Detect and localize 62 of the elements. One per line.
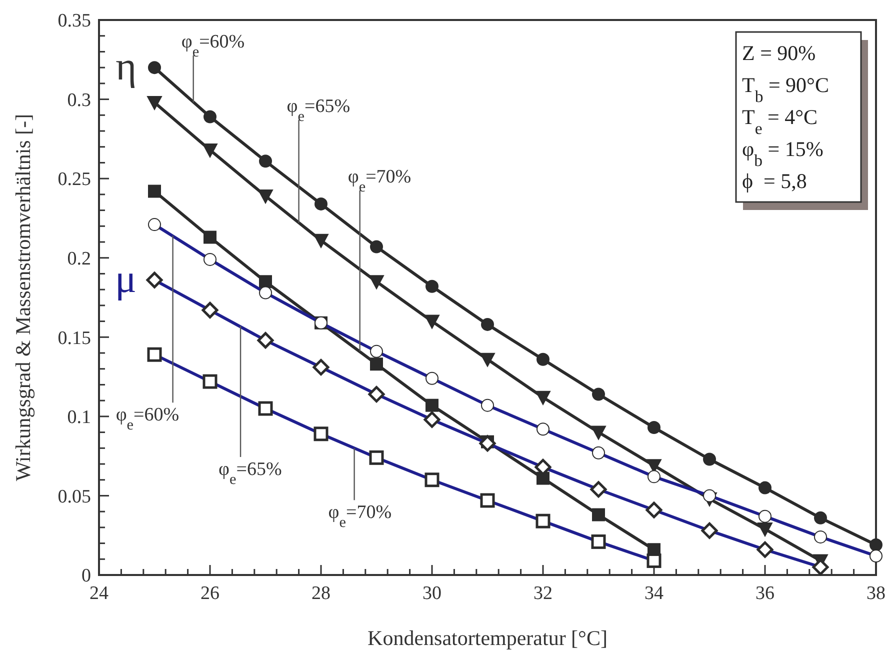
y-tick-label: 0.3 (67, 90, 91, 111)
annotation: T$_{b}$ = 90°C (742, 73, 829, 106)
point (148, 61, 161, 74)
x-tick-label: 36 (756, 583, 774, 604)
point (758, 522, 772, 537)
point (814, 511, 827, 524)
annotation: Z = 90% (742, 41, 816, 65)
point (591, 426, 606, 440)
point (870, 538, 882, 552)
point (148, 184, 161, 198)
x-tick-label: 28 (312, 583, 330, 604)
point (369, 275, 384, 290)
point (204, 230, 216, 244)
annotation: η (116, 44, 136, 89)
point (259, 275, 272, 288)
point (592, 388, 605, 401)
point (592, 508, 605, 522)
x-tick-label: 38 (866, 583, 886, 604)
point (258, 190, 273, 204)
y-tick-label: 0.15 (58, 328, 91, 349)
point (147, 96, 162, 110)
x-tick-label: 30 (422, 583, 442, 604)
y-tick-label: 0.25 (58, 169, 91, 190)
point (703, 452, 716, 466)
point (314, 234, 328, 248)
annotation: φ$_{e}$=70% (328, 502, 392, 531)
point (481, 318, 494, 331)
y-tick-label: 0.35 (58, 10, 91, 32)
point (259, 154, 272, 168)
point (202, 144, 218, 158)
x-tick-label: 26 (200, 583, 220, 604)
x-tick-label: 34 (644, 583, 664, 604)
x-tick-label: 32 (534, 583, 552, 604)
x-tick-label: 24 (90, 583, 109, 604)
annotation: φ$_{e}$=65% (286, 96, 350, 124)
y-tick-label: 0 (82, 566, 91, 587)
point (758, 481, 772, 494)
point (536, 472, 550, 485)
point (480, 352, 495, 367)
point (426, 398, 438, 412)
annotation: φ$_{e}$=70% (348, 166, 412, 195)
annotation: T$_{e}$ = 4°C (742, 105, 818, 138)
point (426, 280, 438, 293)
point (314, 197, 328, 210)
annotation: φ$_{e}$=60% (116, 404, 180, 434)
annotation: φ$_{e}$=65% (218, 459, 282, 488)
annotation: μ (115, 256, 136, 302)
point (204, 110, 216, 124)
point (648, 421, 660, 434)
annotation: φ$_{e}$=60% (181, 31, 245, 60)
x-axis-title: Kondensatortemperatur [°C] (368, 626, 608, 650)
annotation: ϕ = 5,8 (742, 169, 807, 193)
annotation: φ$_{b}$ = 15% (742, 137, 824, 170)
point (370, 358, 383, 371)
point (536, 390, 550, 405)
point (536, 352, 550, 366)
point (370, 240, 383, 254)
y-tick-label: 0.1 (67, 407, 91, 428)
y-axis-title: Wirkungsgrad & Massenstromverhältnis [-] (11, 114, 35, 482)
y-tick-label: 0.05 (58, 486, 91, 508)
point (424, 314, 440, 329)
y-tick-label: 0.2 (67, 248, 91, 270)
